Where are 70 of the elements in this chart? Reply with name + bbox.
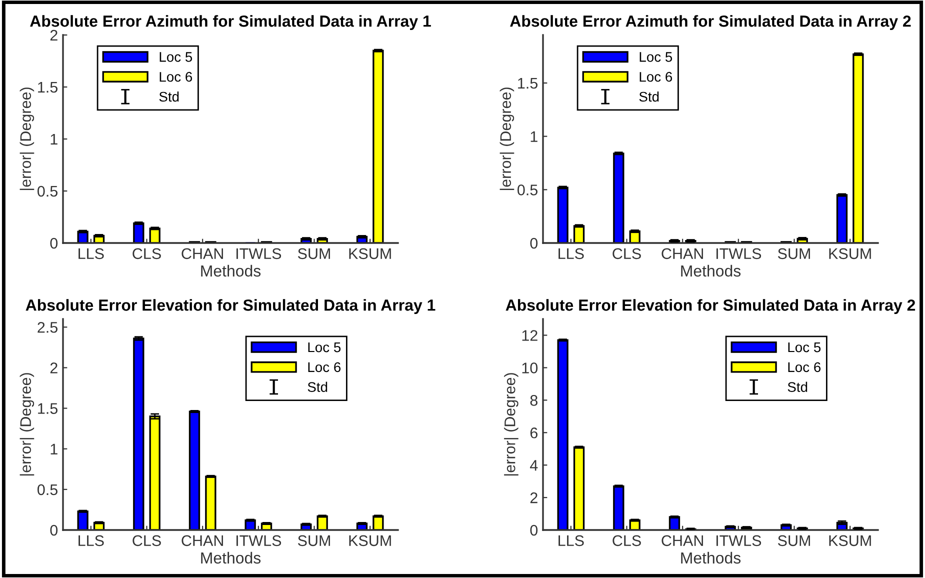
annotation: Std: [308, 382, 328, 392]
y-tick-label: 6: [530, 427, 538, 438]
x-tick-label: ITWLS: [716, 248, 762, 260]
legend-label: Loc 5: [788, 342, 821, 352]
x-tick-label: CHAN: [662, 535, 703, 546]
chart-title: Absolute Error Elevation for Simulated Data in Array 2: [506, 299, 916, 314]
chart-title: Absolute Error Azimuth for Simulated Data in Array 1: [30, 15, 431, 30]
y-tick-label: 1: [50, 444, 58, 454]
legend-label: Loc 5: [160, 52, 192, 62]
y-tick-label: 0: [530, 524, 538, 536]
x-tick-label: LLS: [78, 248, 104, 260]
x-tick-label: KSUM: [829, 535, 871, 546]
y-tick-label: 0.5: [38, 484, 58, 496]
x-tick-label: KSUM: [829, 248, 871, 260]
x-tick-label: LLS: [558, 248, 584, 260]
y-tick-label: 2: [50, 30, 58, 41]
x-tick-label: SUM: [778, 535, 810, 546]
y-tick-label: 0.5: [38, 186, 58, 197]
x-tick-label: CLS: [612, 535, 641, 546]
x-tick-label: SUM: [298, 535, 330, 546]
y-tick-label: 1.5: [38, 403, 58, 414]
x-tick-label: LLS: [558, 535, 584, 546]
legend-label: Loc 6: [640, 72, 672, 82]
y-tick-label: 10: [522, 362, 538, 374]
x-tick-label: LLS: [78, 535, 104, 546]
y-tick-label: 8: [530, 395, 538, 406]
x-axis-title: Methods: [201, 552, 261, 564]
x-tick-label: SUM: [298, 248, 330, 260]
annotation: Std: [639, 91, 659, 102]
y-tick-label: 12: [522, 330, 538, 341]
x-tick-label: CHAN: [662, 248, 703, 260]
y-tick-label: 2: [530, 492, 538, 504]
x-tick-label: SUM: [778, 248, 810, 260]
y-tick-label: 1.5: [38, 82, 58, 93]
y-tick-label: 0: [530, 238, 538, 249]
x-tick-label: KSUM: [349, 248, 391, 260]
y-tick-label: 1: [50, 134, 58, 145]
x-tick-label: ITWLS: [236, 248, 282, 260]
x-tick-label: ITWLS: [716, 535, 762, 546]
x-axis-title: Methods: [681, 552, 741, 564]
annotation: Std: [159, 91, 179, 102]
legend-label: Loc 5: [308, 342, 341, 352]
chart-title: Absolute Error Elevation for Simulated Data in Array 1: [26, 299, 436, 314]
y-tick-label: 2: [50, 362, 58, 374]
legend-label: Loc 5: [640, 52, 672, 62]
y-tick-label: 0.5: [518, 184, 538, 196]
y-axis-title: |error| (Degree): [500, 88, 514, 190]
x-tick-label: CHAN: [182, 248, 223, 260]
x-tick-label: CLS: [132, 535, 161, 546]
y-axis-title: |error| (Degree): [504, 373, 518, 476]
x-tick-label: KSUM: [349, 535, 391, 546]
legend-label: Loc 6: [160, 72, 192, 82]
legend-label: Loc 6: [788, 362, 821, 372]
x-tick-label: CLS: [612, 248, 641, 260]
y-tick-label: 2.5: [38, 322, 58, 333]
y-tick-label: 0: [50, 524, 58, 536]
x-axis-title: Methods: [681, 264, 741, 277]
legend-label: Loc 6: [308, 362, 341, 372]
y-tick-label: 0: [50, 238, 58, 249]
x-axis-title: Methods: [201, 264, 261, 277]
y-axis-title: |error| (Degree): [20, 88, 34, 190]
x-tick-label: CLS: [132, 248, 161, 260]
annotation: Std: [788, 382, 808, 392]
y-axis-title: |error| (Degree): [20, 373, 34, 476]
x-tick-label: CHAN: [182, 535, 223, 546]
y-tick-label: 1: [530, 131, 538, 142]
chart-title: Absolute Error Azimuth for Simulated Data in Array 2: [510, 15, 911, 30]
x-tick-label: ITWLS: [236, 535, 282, 546]
y-tick-label: 4: [530, 460, 538, 471]
y-tick-label: 1.5: [518, 78, 538, 89]
